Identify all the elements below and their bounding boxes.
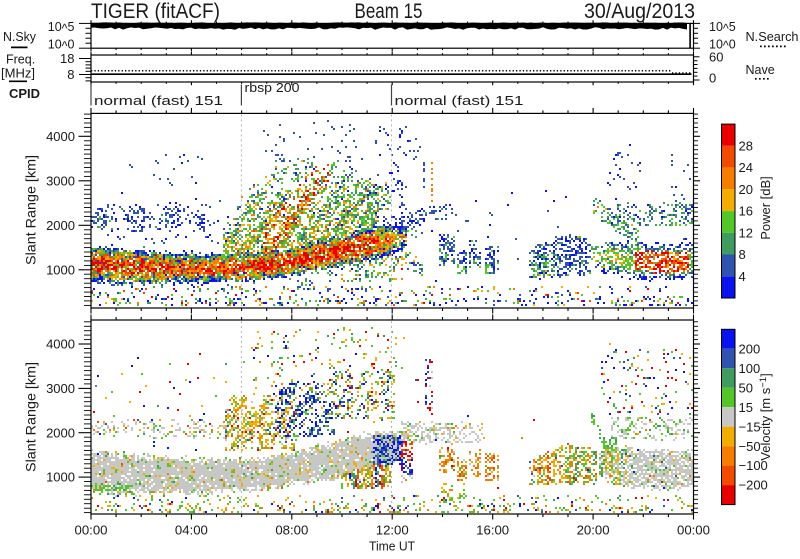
svg-text:Time UT: Time UT: [369, 540, 415, 554]
svg-text:10^0: 10^0: [48, 38, 75, 54]
svg-text:12:00: 12:00: [376, 523, 409, 538]
svg-text:Velocity [m s−1]: Velocity [m s−1]: [758, 373, 773, 460]
svg-text:TIGER (fitACF): TIGER (fitACF): [91, 0, 220, 23]
svg-text:N.Search: N.Search: [746, 30, 799, 44]
svg-text:2000: 2000: [46, 218, 75, 233]
svg-text:Slant Range [km]: Slant Range [km]: [23, 362, 39, 472]
svg-text:−50: −50: [739, 439, 761, 454]
svg-text:Beam 15: Beam 15: [355, 0, 423, 23]
svg-text:3000: 3000: [46, 173, 75, 188]
svg-text:Power [dB]: Power [dB]: [758, 176, 773, 240]
svg-text:20: 20: [739, 182, 753, 197]
svg-text:4: 4: [739, 269, 746, 284]
svg-text:Slant Range [km]: Slant Range [km]: [23, 155, 39, 265]
svg-text:4000: 4000: [46, 337, 75, 352]
svg-text:00:00: 00:00: [677, 523, 710, 538]
svg-text:0: 0: [709, 71, 716, 86]
svg-text:08:00: 08:00: [275, 523, 308, 538]
svg-text:50: 50: [739, 380, 753, 395]
svg-text:1000: 1000: [46, 262, 75, 277]
svg-text:24: 24: [739, 160, 753, 175]
svg-text:10^5: 10^5: [709, 20, 736, 36]
svg-text:16: 16: [739, 204, 753, 219]
svg-text:00:00: 00:00: [75, 523, 108, 538]
svg-text:100: 100: [739, 361, 761, 376]
svg-text:Freq.: Freq.: [6, 52, 35, 66]
svg-text:−15: −15: [739, 419, 761, 434]
svg-text:4000: 4000: [46, 129, 75, 144]
svg-text:normal (fast) 151: normal (fast) 151: [395, 93, 524, 108]
svg-text:20:00: 20:00: [577, 523, 610, 538]
svg-text:200: 200: [739, 341, 761, 356]
svg-text:N.Sky: N.Sky: [3, 30, 37, 44]
svg-text:15: 15: [739, 400, 753, 415]
svg-text:[MHz]: [MHz]: [1, 66, 35, 80]
svg-text:2000: 2000: [46, 425, 75, 440]
svg-text:12: 12: [739, 225, 753, 240]
svg-text:18: 18: [60, 51, 74, 66]
svg-text:−100: −100: [739, 458, 768, 473]
svg-text:60: 60: [709, 49, 723, 64]
svg-text:CPID: CPID: [9, 86, 40, 101]
svg-text:04:00: 04:00: [175, 523, 208, 538]
svg-text:10^0: 10^0: [709, 37, 736, 53]
svg-text:16:00: 16:00: [476, 523, 509, 538]
svg-text:8: 8: [739, 247, 746, 262]
svg-text:normal (fast) 151: normal (fast) 151: [94, 93, 223, 108]
svg-text:28: 28: [739, 138, 753, 153]
svg-text:Nave: Nave: [746, 63, 775, 77]
svg-text:rbsp 200: rbsp 200: [245, 80, 300, 95]
svg-text:3000: 3000: [46, 381, 75, 396]
svg-text:1000: 1000: [46, 470, 75, 485]
svg-text:8: 8: [67, 67, 74, 82]
svg-text:30/Aug/2013: 30/Aug/2013: [584, 0, 695, 23]
svg-text:10^5: 10^5: [48, 20, 75, 36]
svg-text:−200: −200: [739, 478, 768, 493]
